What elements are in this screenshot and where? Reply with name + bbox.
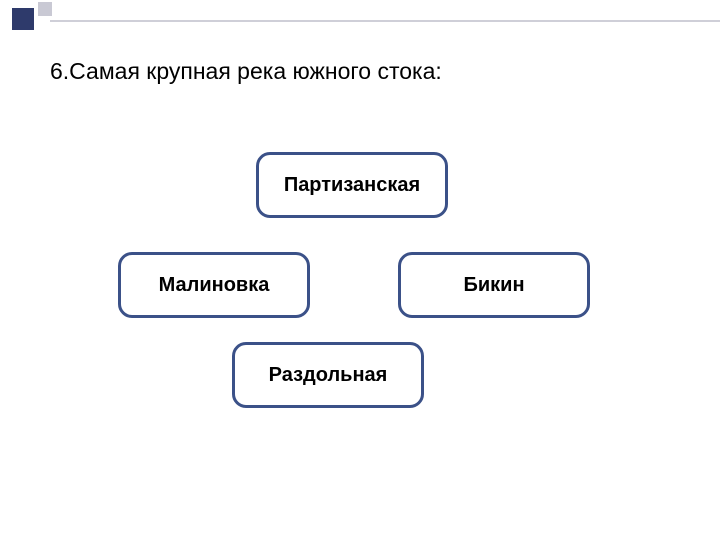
decor-square-light — [38, 2, 52, 16]
question-text: 6.Самая крупная река южного стока: — [50, 58, 442, 85]
option-malinovka[interactable]: Малиновка — [118, 252, 310, 318]
decor-square-dark — [12, 8, 34, 30]
decor-line — [50, 20, 720, 22]
option-label: Малиновка — [159, 274, 270, 297]
option-razdolnaya[interactable]: Раздольная — [232, 342, 424, 408]
option-label: Бикин — [463, 274, 524, 297]
option-bikin[interactable]: Бикин — [398, 252, 590, 318]
option-label: Партизанская — [284, 174, 420, 197]
decor-corner — [0, 0, 52, 30]
option-label: Раздольная — [269, 364, 388, 387]
option-partizanskaya[interactable]: Партизанская — [256, 152, 448, 218]
